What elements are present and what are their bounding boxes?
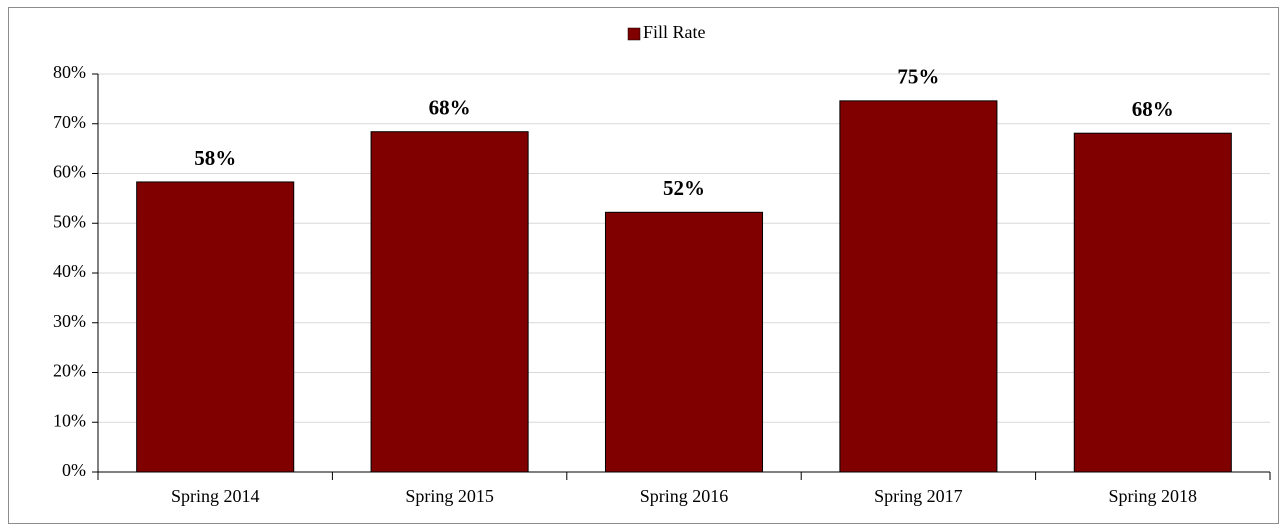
bar	[370, 131, 529, 473]
y-tick-label: 30%	[53, 311, 86, 331]
y-tick-label: 80%	[53, 62, 86, 82]
x-tick-label: Spring 2016	[640, 486, 729, 506]
x-tick-label: Spring 2018	[1109, 486, 1198, 506]
x-tick-label: Spring 2015	[405, 486, 494, 506]
value-label: 68%	[1132, 97, 1174, 121]
bar	[1073, 132, 1232, 473]
x-tick-label: Spring 2014	[171, 486, 260, 506]
y-tick-label: 10%	[53, 410, 86, 430]
bar	[604, 211, 764, 473]
bar	[136, 181, 295, 473]
bar	[839, 100, 998, 473]
legend-swatch	[627, 27, 641, 41]
value-label: 58%	[194, 146, 236, 170]
y-tick-label: 60%	[53, 162, 86, 182]
y-tick-label: 70%	[53, 112, 86, 132]
y-tick-label: 20%	[53, 361, 86, 381]
x-tick-label: Spring 2017	[874, 486, 963, 506]
y-tick-label: 0%	[62, 460, 86, 480]
y-tick-label: 40%	[53, 261, 86, 281]
y-tick-label: 50%	[53, 211, 86, 231]
value-label: 52%	[663, 176, 705, 200]
value-label: 75%	[897, 65, 939, 89]
legend-label: Fill Rate	[643, 22, 706, 42]
value-label: 68%	[429, 96, 471, 120]
